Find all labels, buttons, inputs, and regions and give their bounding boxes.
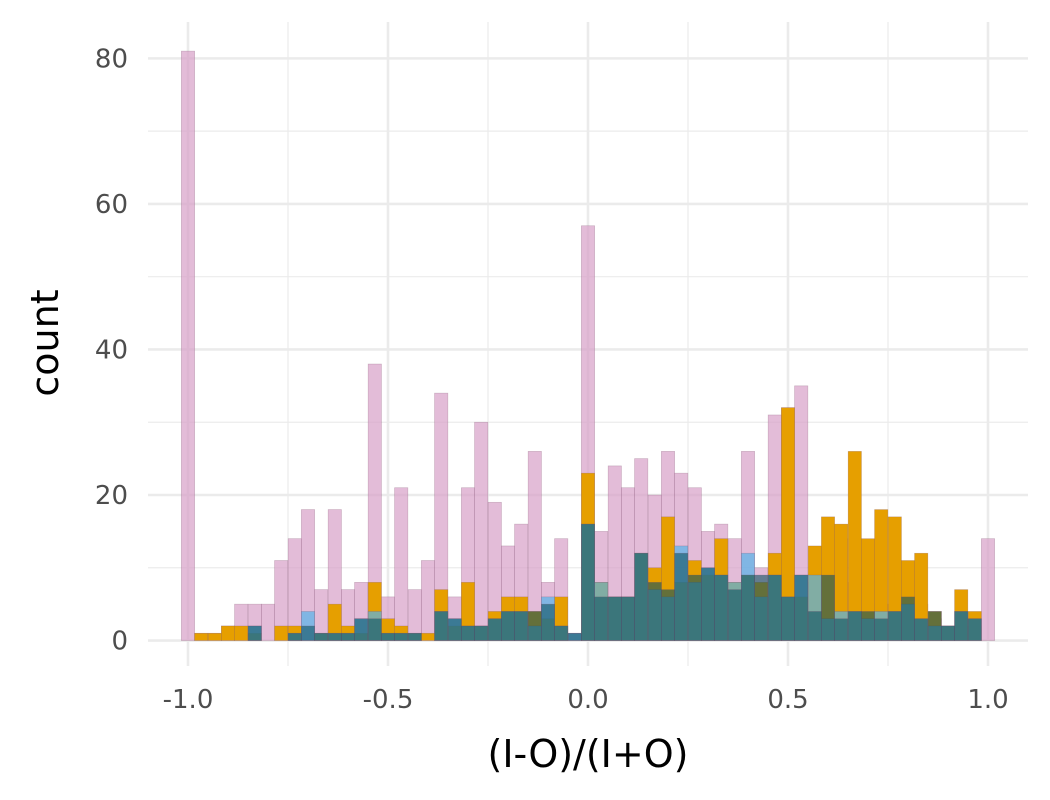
y-axis-tick-labels: 0 20 40 60 80: [95, 44, 128, 656]
y-tick-label: 0: [111, 627, 128, 657]
histogram-bar: [367, 618, 382, 641]
histogram-bar: [527, 611, 542, 641]
histogram-bar: [621, 596, 635, 641]
histogram-bar: [194, 632, 209, 641]
histogram-bar: [501, 611, 515, 641]
histogram-bar: [674, 552, 689, 641]
x-tick-label: 1.0: [967, 685, 1008, 715]
x-tick-label: -0.5: [363, 685, 414, 715]
y-tick-label: 20: [95, 481, 128, 511]
histogram-bar: [461, 625, 475, 641]
histogram-bar: [407, 632, 422, 641]
histogram-bar: [407, 589, 422, 641]
x-tick-label: 0.0: [567, 685, 608, 715]
histogram-bar: [314, 632, 329, 641]
histogram-bar: [234, 625, 249, 641]
histogram-bar: [714, 574, 729, 641]
histogram-bar: [794, 574, 809, 641]
histogram-bar: [701, 567, 715, 641]
histogram-bar: [821, 574, 835, 641]
histogram-bar: [874, 618, 889, 641]
y-tick-label: 80: [95, 44, 128, 74]
histogram-bar: [381, 632, 395, 641]
histogram-bar: [901, 596, 915, 641]
histogram-bar: [727, 589, 742, 641]
histogram-bar: [287, 538, 302, 641]
histogram-bar: [914, 618, 929, 641]
x-tick-label: -1.0: [163, 685, 214, 715]
x-axis-title: (I-O)/(I+O): [488, 732, 689, 776]
histogram-bar: [287, 632, 302, 641]
histogram-bar: [741, 574, 755, 641]
histogram-bar: [687, 574, 702, 641]
histogram-bar: [981, 538, 995, 641]
histogram-bar: [581, 523, 595, 641]
y-tick-label: 40: [95, 335, 128, 365]
x-axis-tick-labels: -1.0 -0.5 0.0 0.5 1.0: [163, 685, 1009, 715]
histogram-bar: [487, 618, 502, 641]
histogram-bar: [954, 611, 969, 641]
histogram-bar: [647, 582, 662, 641]
histogram-bar: [474, 421, 489, 641]
histogram-bar: [634, 552, 649, 641]
histogram-bar: [967, 618, 982, 641]
histogram-bar: [261, 603, 275, 641]
histogram-bar: [607, 596, 622, 641]
histogram-bar: [421, 632, 435, 641]
histogram-bar: [781, 596, 795, 641]
histogram-bar: [341, 632, 355, 641]
histogram-bar: [834, 618, 849, 641]
histogram-bar: [421, 560, 435, 641]
histogram-bar: [941, 625, 955, 641]
x-tick-label: 0.5: [767, 685, 808, 715]
histogram-bar: [807, 611, 822, 641]
histogram-bar: [847, 611, 862, 641]
histogram-bar: [207, 632, 222, 641]
histogram-bar: [767, 574, 782, 641]
histogram-bar: [594, 596, 609, 641]
histogram-bar: [314, 589, 329, 641]
histogram-bar: [301, 625, 315, 641]
histogram-bar: [221, 625, 235, 641]
histogram-bar: [181, 50, 195, 641]
histogram-bar: [514, 611, 529, 641]
histogram-bar: [754, 574, 769, 641]
histogram-bar: [927, 611, 942, 641]
histogram-bar: [887, 611, 902, 641]
histogram-bar: [541, 603, 555, 641]
histogram-bar: [554, 625, 569, 641]
histogram-bar: [434, 611, 449, 641]
histogram-bar: [394, 632, 409, 641]
histogram-bars: [181, 50, 995, 641]
histogram-bar: [394, 487, 409, 641]
y-tick-label: 60: [95, 190, 128, 220]
histogram-bar: [447, 618, 462, 641]
histogram-series-3: [247, 523, 982, 641]
histogram-bar: [567, 632, 582, 641]
histogram-bar: [327, 632, 342, 641]
y-axis-title: count: [23, 289, 67, 396]
histogram-bar: [861, 611, 875, 641]
histogram-bar: [274, 625, 289, 641]
histogram-bar: [247, 625, 262, 641]
histogram-bar: [474, 625, 489, 641]
histogram-bar: [274, 560, 289, 641]
histogram-bar: [661, 589, 675, 641]
histogram-bar: [354, 618, 369, 641]
